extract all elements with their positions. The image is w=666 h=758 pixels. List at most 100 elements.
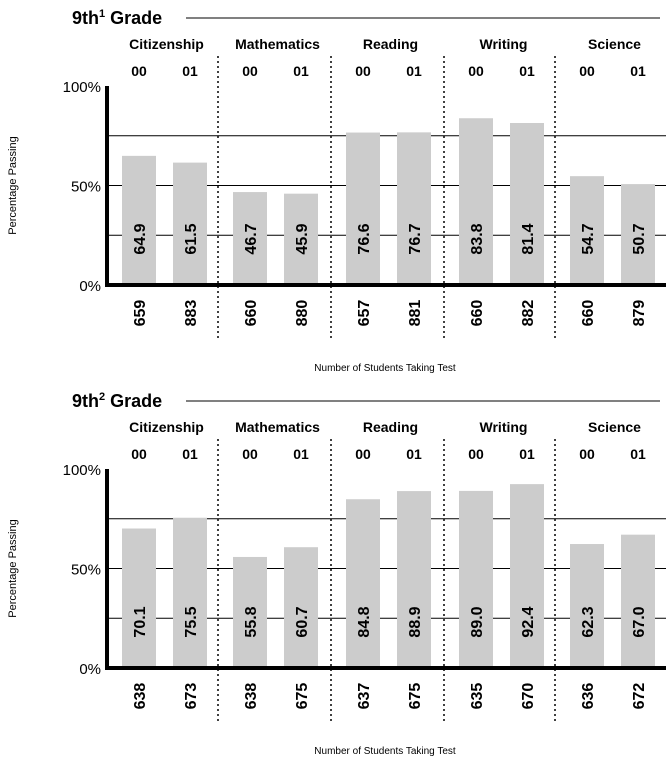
student-count-label: 659 <box>132 300 149 327</box>
data-label: 61.5 <box>183 223 200 254</box>
chart-title: 9th1 Grade <box>72 8 162 28</box>
data-label: 92.4 <box>520 606 537 637</box>
data-label: 54.7 <box>580 223 597 254</box>
data-label: 75.5 <box>183 606 200 637</box>
data-label: 45.9 <box>294 223 311 254</box>
year-label: 00 <box>242 63 258 79</box>
year-label: 01 <box>293 63 309 79</box>
bar <box>233 556 267 668</box>
year-label: 01 <box>519 63 535 79</box>
student-count-label: 638 <box>243 683 260 710</box>
student-count-label: 635 <box>469 683 486 710</box>
data-label: 55.8 <box>243 606 260 637</box>
student-count-label: 881 <box>407 300 424 327</box>
bar <box>346 499 380 668</box>
data-label: 70.1 <box>132 606 149 637</box>
bar <box>284 547 318 668</box>
bar <box>173 162 207 285</box>
bar <box>570 176 604 285</box>
student-count-label: 675 <box>407 683 424 710</box>
y-axis-label: Percentage Passing <box>7 519 19 617</box>
title-prefix: 9th <box>72 8 99 28</box>
title-text: Grade <box>105 391 162 411</box>
bar <box>621 534 655 668</box>
x-axis-label: Number of Students Taking Test <box>314 363 456 374</box>
student-count-label: 883 <box>183 300 200 327</box>
bar <box>397 132 431 285</box>
data-label: 64.9 <box>132 223 149 254</box>
data-label: 50.7 <box>631 223 648 254</box>
year-label: 00 <box>579 446 595 462</box>
data-label: 62.3 <box>580 606 597 637</box>
year-label: 00 <box>468 446 484 462</box>
student-count-label: 879 <box>631 300 648 327</box>
chart-panel-1: 9th1 Grade Citizenship Mathematics Reading W… <box>7 8 666 374</box>
student-count-label: 637 <box>356 683 373 710</box>
year-label: 00 <box>579 63 595 79</box>
year-label: 00 <box>355 63 371 79</box>
bar <box>122 155 156 285</box>
bar <box>510 123 544 285</box>
x-axis-label: Number of Students Taking Test <box>314 746 456 757</box>
chart-title: 9th2 Grade <box>72 391 162 411</box>
subject-label-science: Science <box>588 419 641 435</box>
bar <box>122 528 156 668</box>
data-label: 76.7 <box>407 223 424 254</box>
bar <box>570 544 604 668</box>
data-label: 60.7 <box>294 606 311 637</box>
bar <box>233 192 267 285</box>
data-label: 88.9 <box>407 606 424 637</box>
student-count-label: 672 <box>631 683 648 710</box>
y-tick-label: 100% <box>63 79 101 96</box>
year-label: 00 <box>468 63 484 79</box>
year-label: 01 <box>182 446 198 462</box>
bar <box>397 491 431 668</box>
year-label: 01 <box>406 63 422 79</box>
year-label: 00 <box>242 446 258 462</box>
student-count-label: 660 <box>580 300 597 327</box>
chart-panel-2: 9th2 Grade Citizenship Mathematics Reading W… <box>7 391 666 757</box>
year-label: 00 <box>131 446 147 462</box>
data-label: 84.8 <box>356 606 373 637</box>
y-tick-label: 0% <box>79 278 101 295</box>
subject-label-mathematics: Mathematics <box>235 419 320 435</box>
bar <box>510 484 544 668</box>
student-count-label: 660 <box>243 300 260 327</box>
bar <box>346 132 380 285</box>
data-label: 81.4 <box>520 223 537 254</box>
y-tick-label: 50% <box>71 562 101 579</box>
student-count-label: 880 <box>294 300 311 327</box>
bar <box>621 184 655 285</box>
y-tick-label: 0% <box>79 661 101 678</box>
year-label: 01 <box>630 446 646 462</box>
data-label: 83.8 <box>469 223 486 254</box>
bar <box>459 118 493 285</box>
y-tick-label: 100% <box>63 462 101 479</box>
year-label: 01 <box>519 446 535 462</box>
year-label: 01 <box>182 63 198 79</box>
year-label: 00 <box>131 63 147 79</box>
title-superscript: 2 <box>99 391 105 403</box>
student-count-label: 882 <box>520 300 537 327</box>
title-superscript: 1 <box>99 8 105 20</box>
bar <box>173 517 207 668</box>
subject-label-writing: Writing <box>480 36 528 52</box>
title-text: Grade <box>105 8 162 28</box>
year-label: 00 <box>355 446 371 462</box>
student-count-label: 636 <box>580 683 597 710</box>
student-count-label: 638 <box>132 683 149 710</box>
student-count-label: 660 <box>469 300 486 327</box>
title-prefix: 9th <box>72 391 99 411</box>
subject-label-citizenship: Citizenship <box>129 419 204 435</box>
student-count-label: 670 <box>520 683 537 710</box>
data-label: 46.7 <box>243 223 260 254</box>
subject-label-reading: Reading <box>363 36 418 52</box>
subject-label-writing: Writing <box>480 419 528 435</box>
year-label: 01 <box>630 63 646 79</box>
data-label: 76.6 <box>356 223 373 254</box>
y-tick-label: 50% <box>71 179 101 196</box>
subject-label-science: Science <box>588 36 641 52</box>
subject-label-mathematics: Mathematics <box>235 36 320 52</box>
year-label: 01 <box>406 446 422 462</box>
